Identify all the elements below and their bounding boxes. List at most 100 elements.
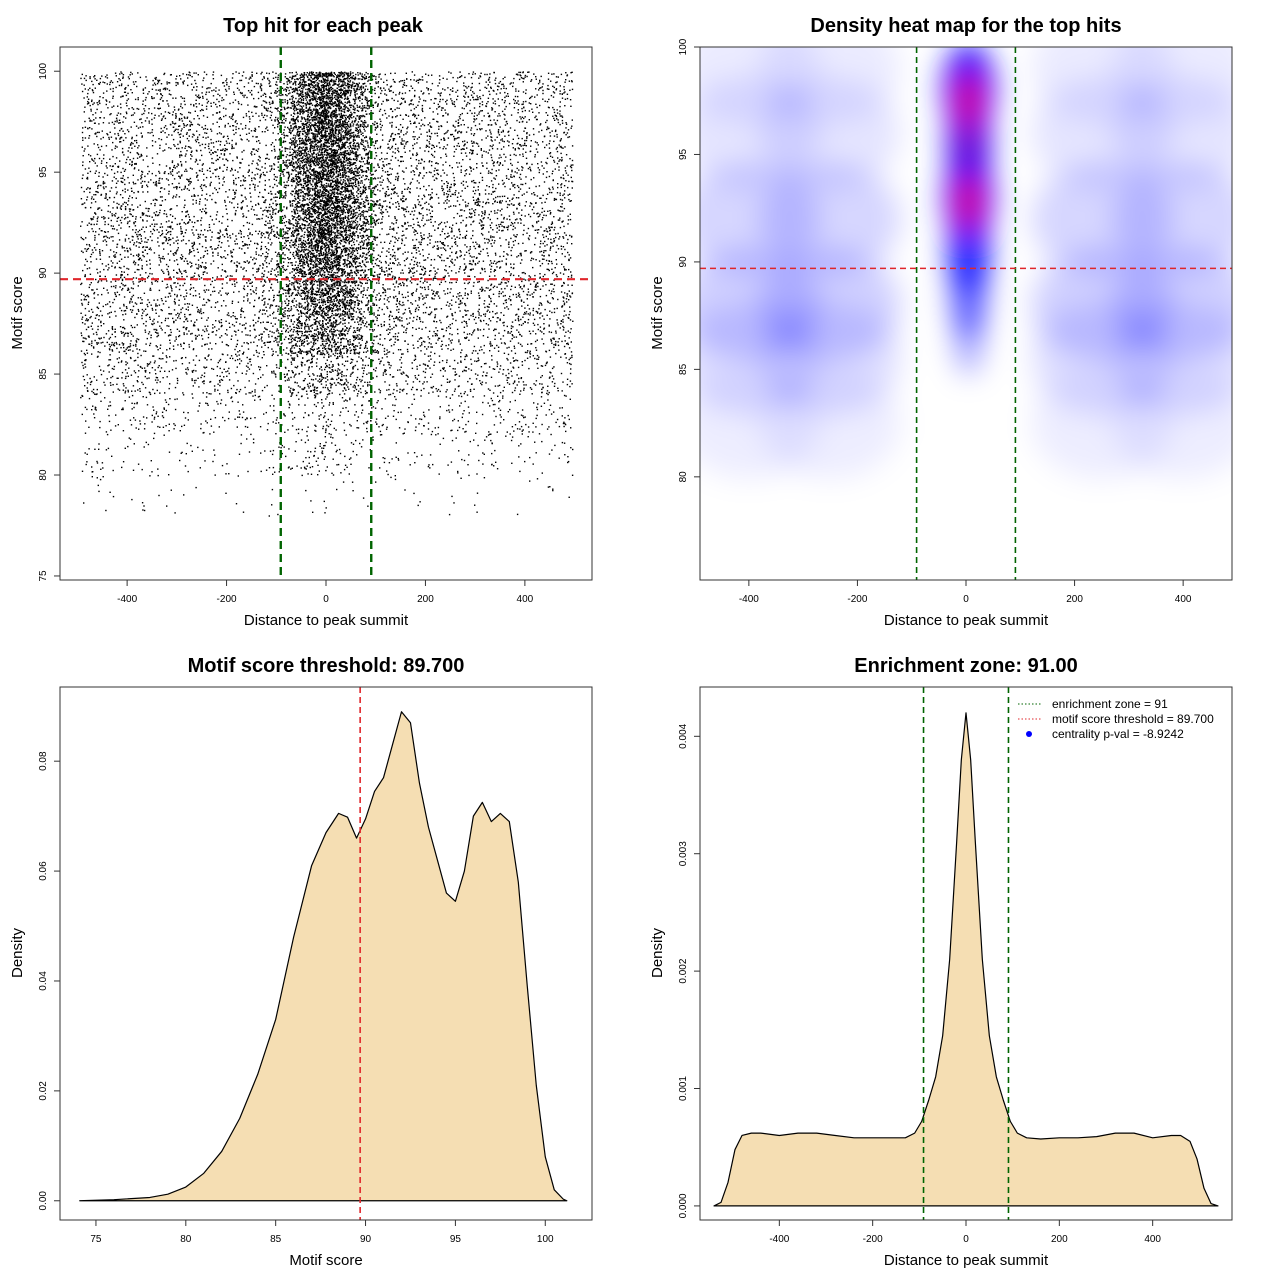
scatter-point: [531, 193, 533, 195]
scatter-point: [263, 331, 265, 333]
scatter-point: [142, 89, 144, 91]
scatter-point: [222, 148, 224, 150]
scatter-point: [205, 211, 208, 214]
scatter-point: [260, 376, 262, 379]
scatter-point: [468, 73, 470, 75]
scatter-point: [344, 325, 346, 327]
scatter-point: [266, 157, 268, 159]
scatter-point: [175, 194, 178, 196]
scatter-point: [472, 91, 474, 93]
scatter-point: [553, 216, 555, 218]
scatter-point: [526, 298, 528, 300]
scatter-point: [520, 178, 522, 180]
scatter-point: [536, 195, 539, 197]
scatter-point: [177, 109, 180, 111]
scatter-point: [350, 247, 352, 250]
scatter-point: [217, 403, 219, 405]
scatter-point: [479, 219, 482, 221]
scatter-point: [560, 184, 562, 186]
scatter-point: [296, 345, 298, 347]
scatter-point: [407, 221, 409, 224]
scatter-point: [345, 407, 347, 409]
scatter-point: [547, 127, 549, 130]
scatter-point: [240, 266, 242, 268]
scatter-point: [470, 167, 472, 169]
scatter-point: [428, 141, 430, 143]
scatter-point: [483, 313, 485, 316]
scatter-point: [124, 390, 127, 392]
scatter-point: [277, 335, 279, 338]
scatter-point: [197, 194, 199, 197]
scatter-point: [147, 173, 149, 175]
scatter-point: [389, 288, 391, 290]
scatter-point: [513, 98, 515, 101]
scatter-point: [189, 124, 191, 126]
scatter-point: [187, 419, 189, 421]
scatter-point: [418, 136, 420, 138]
scatter-point: [132, 209, 134, 211]
scatter-point: [400, 284, 402, 287]
scatter-point: [493, 303, 495, 305]
scatter-point: [361, 229, 363, 231]
scatter-point: [100, 209, 103, 211]
scatter-point: [164, 117, 167, 120]
scatter-point: [526, 191, 528, 193]
scatter-point: [359, 78, 361, 80]
scatter-point: [443, 276, 446, 279]
scatter-point: [266, 153, 269, 156]
scatter-point: [107, 269, 109, 271]
scatter-point: [454, 241, 457, 243]
scatter-point: [479, 253, 481, 255]
scatter-point: [162, 116, 164, 118]
scatter-point: [193, 215, 195, 218]
scatter-point: [469, 262, 472, 265]
scatter-point: [96, 477, 98, 479]
scatter-point: [500, 338, 502, 340]
scatter-point: [555, 115, 558, 118]
scatter-point: [96, 153, 99, 156]
scatter-point: [109, 113, 111, 116]
scatter-point: [163, 408, 165, 410]
scatter-point: [550, 433, 552, 436]
scatter-point: [517, 317, 519, 320]
scatter-point: [472, 190, 474, 192]
scatter-point: [322, 405, 325, 407]
scatter-point: [192, 276, 194, 278]
scatter-point: [500, 245, 502, 247]
scatter-point: [127, 216, 129, 219]
scatter-point: [256, 173, 259, 175]
scatter-point: [401, 269, 404, 271]
scatter-point: [349, 362, 352, 364]
scatter-point: [365, 136, 368, 138]
scatter-point: [408, 104, 410, 106]
scatter-point: [362, 290, 364, 292]
scatter-point: [89, 120, 91, 122]
scatter-point: [570, 105, 572, 107]
scatter-point: [489, 320, 492, 322]
scatter-point: [466, 147, 468, 149]
scatter-point: [399, 388, 401, 391]
scatter-point: [260, 83, 262, 85]
scatter-point: [510, 325, 513, 327]
scatter-point: [534, 96, 536, 98]
scatter-point: [466, 185, 469, 188]
scatter-point: [479, 128, 481, 130]
scatter-point: [265, 469, 268, 471]
scatter-point: [403, 214, 405, 216]
scatter-point: [562, 210, 564, 212]
scatter-point: [416, 365, 418, 368]
scatter-point: [138, 428, 140, 430]
scatter-point: [165, 143, 167, 145]
scatter-point: [133, 222, 135, 225]
scatter-point: [340, 85, 342, 88]
scatter-point: [439, 390, 441, 393]
scatter-point: [476, 153, 478, 155]
scatter-point: [565, 154, 568, 156]
scatter-point: [429, 198, 431, 201]
scatter-point: [559, 113, 561, 115]
scatter-point: [142, 219, 144, 221]
scatter-point: [481, 179, 484, 181]
scatter-point: [96, 342, 98, 344]
scatter-point: [503, 329, 506, 332]
scatter-point: [236, 265, 239, 267]
